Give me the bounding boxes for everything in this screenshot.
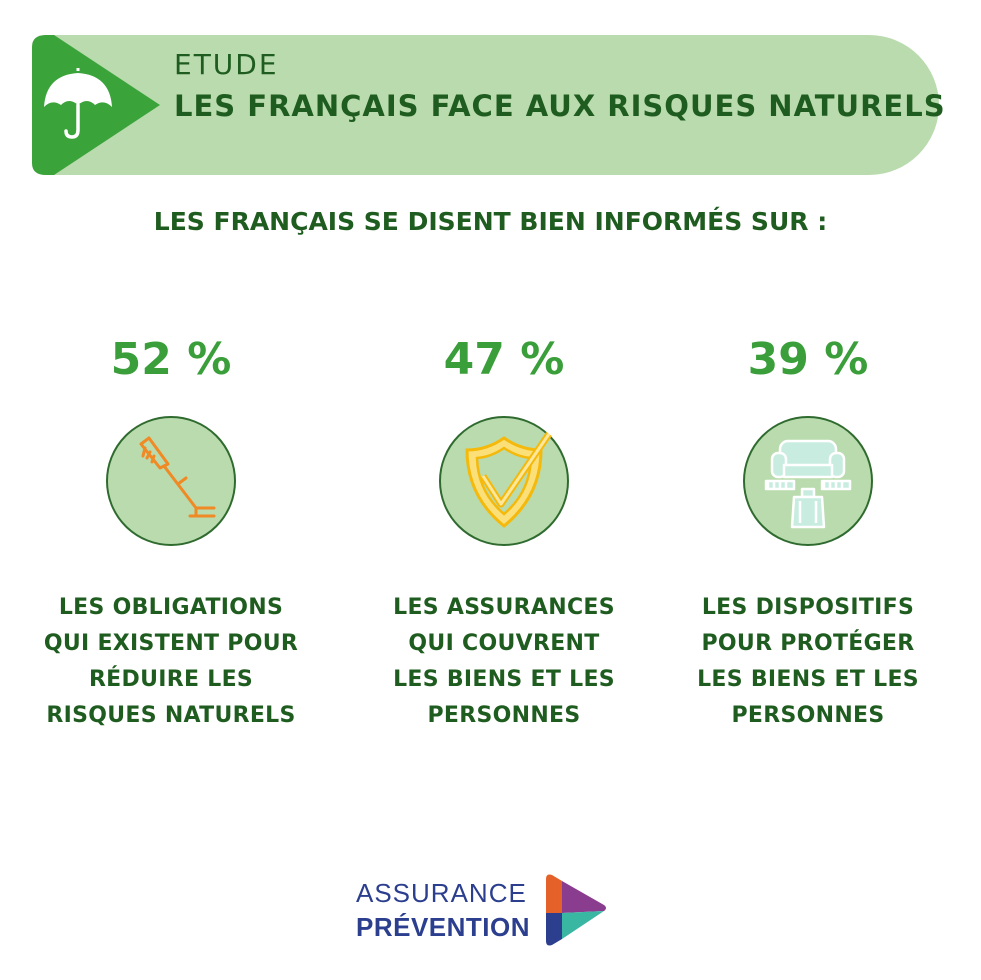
logo-text-line2: PRÉVENTION <box>356 912 531 942</box>
stat-percent: 47 % <box>443 334 565 385</box>
stat-label: LES OBLIGATIONS QUI EXISTENT POUR RÉDUIR… <box>21 590 321 734</box>
header-banner <box>32 35 939 175</box>
stat-obligations: 52 % LES OBLIGATIONS QUI EXISTENT POUR R… <box>21 330 321 734</box>
stat-label-line: LES ASSURANCES <box>393 595 615 620</box>
stat-label-line: LES BIENS ET LES <box>393 667 615 692</box>
stat-label-line: QUI EXISTENT POUR <box>43 631 299 656</box>
stat-label-line: LES BIENS ET LES <box>697 667 919 692</box>
logo-text-line1: ASSURANCE <box>356 878 527 908</box>
stat-label-line: RISQUES NATURELS <box>46 703 296 728</box>
umbrella-icon <box>32 35 160 175</box>
assurance-prevention-logo: ASSURANCE PRÉVENTION <box>352 873 612 948</box>
strimmer-icon <box>139 436 216 518</box>
stat-assurances: 47 % LES ASSURANCES QUI COUVRENT LES BIE… <box>354 330 654 734</box>
stat-label-line: POUR PROTÉGER <box>701 631 915 656</box>
banner-kicker: ETUDE <box>174 48 279 81</box>
stat-label: LES ASSURANCES QUI COUVRENT LES BIENS ET… <box>354 590 654 734</box>
stat-label: LES DISPOSITIFS POUR PROTÉGER LES BIENS … <box>658 590 958 734</box>
stat-label-line: PERSONNES <box>427 703 581 728</box>
play-logo-icon <box>546 874 606 946</box>
stat-label-line: LES DISPOSITIFS <box>701 595 915 620</box>
stat-label-line: QUI COUVRENT <box>408 631 600 656</box>
stat-label-line: PERSONNES <box>731 703 885 728</box>
stat-label-line: LES OBLIGATIONS <box>58 595 284 620</box>
page-title: LES FRANÇAIS FACE AUX RISQUES NATURELS <box>174 89 946 123</box>
sofa-person-icon <box>764 439 852 529</box>
stat-label-line: RÉDUIRE LES <box>88 667 254 692</box>
stat-icon-circle <box>439 416 569 546</box>
stat-dispositifs: 39 % LES DISPOSITIFS POUR PROTÉGER LES B… <box>658 330 958 734</box>
section-subtitle: LES FRANÇAIS SE DISENT BIEN INFORMÉS SUR… <box>153 207 828 236</box>
stat-percent: 52 % <box>110 334 232 385</box>
stat-percent: 39 % <box>747 334 869 385</box>
shield-check-icon <box>465 432 552 528</box>
stat-icon-circle <box>106 416 236 546</box>
stat-icon-circle <box>743 416 873 546</box>
